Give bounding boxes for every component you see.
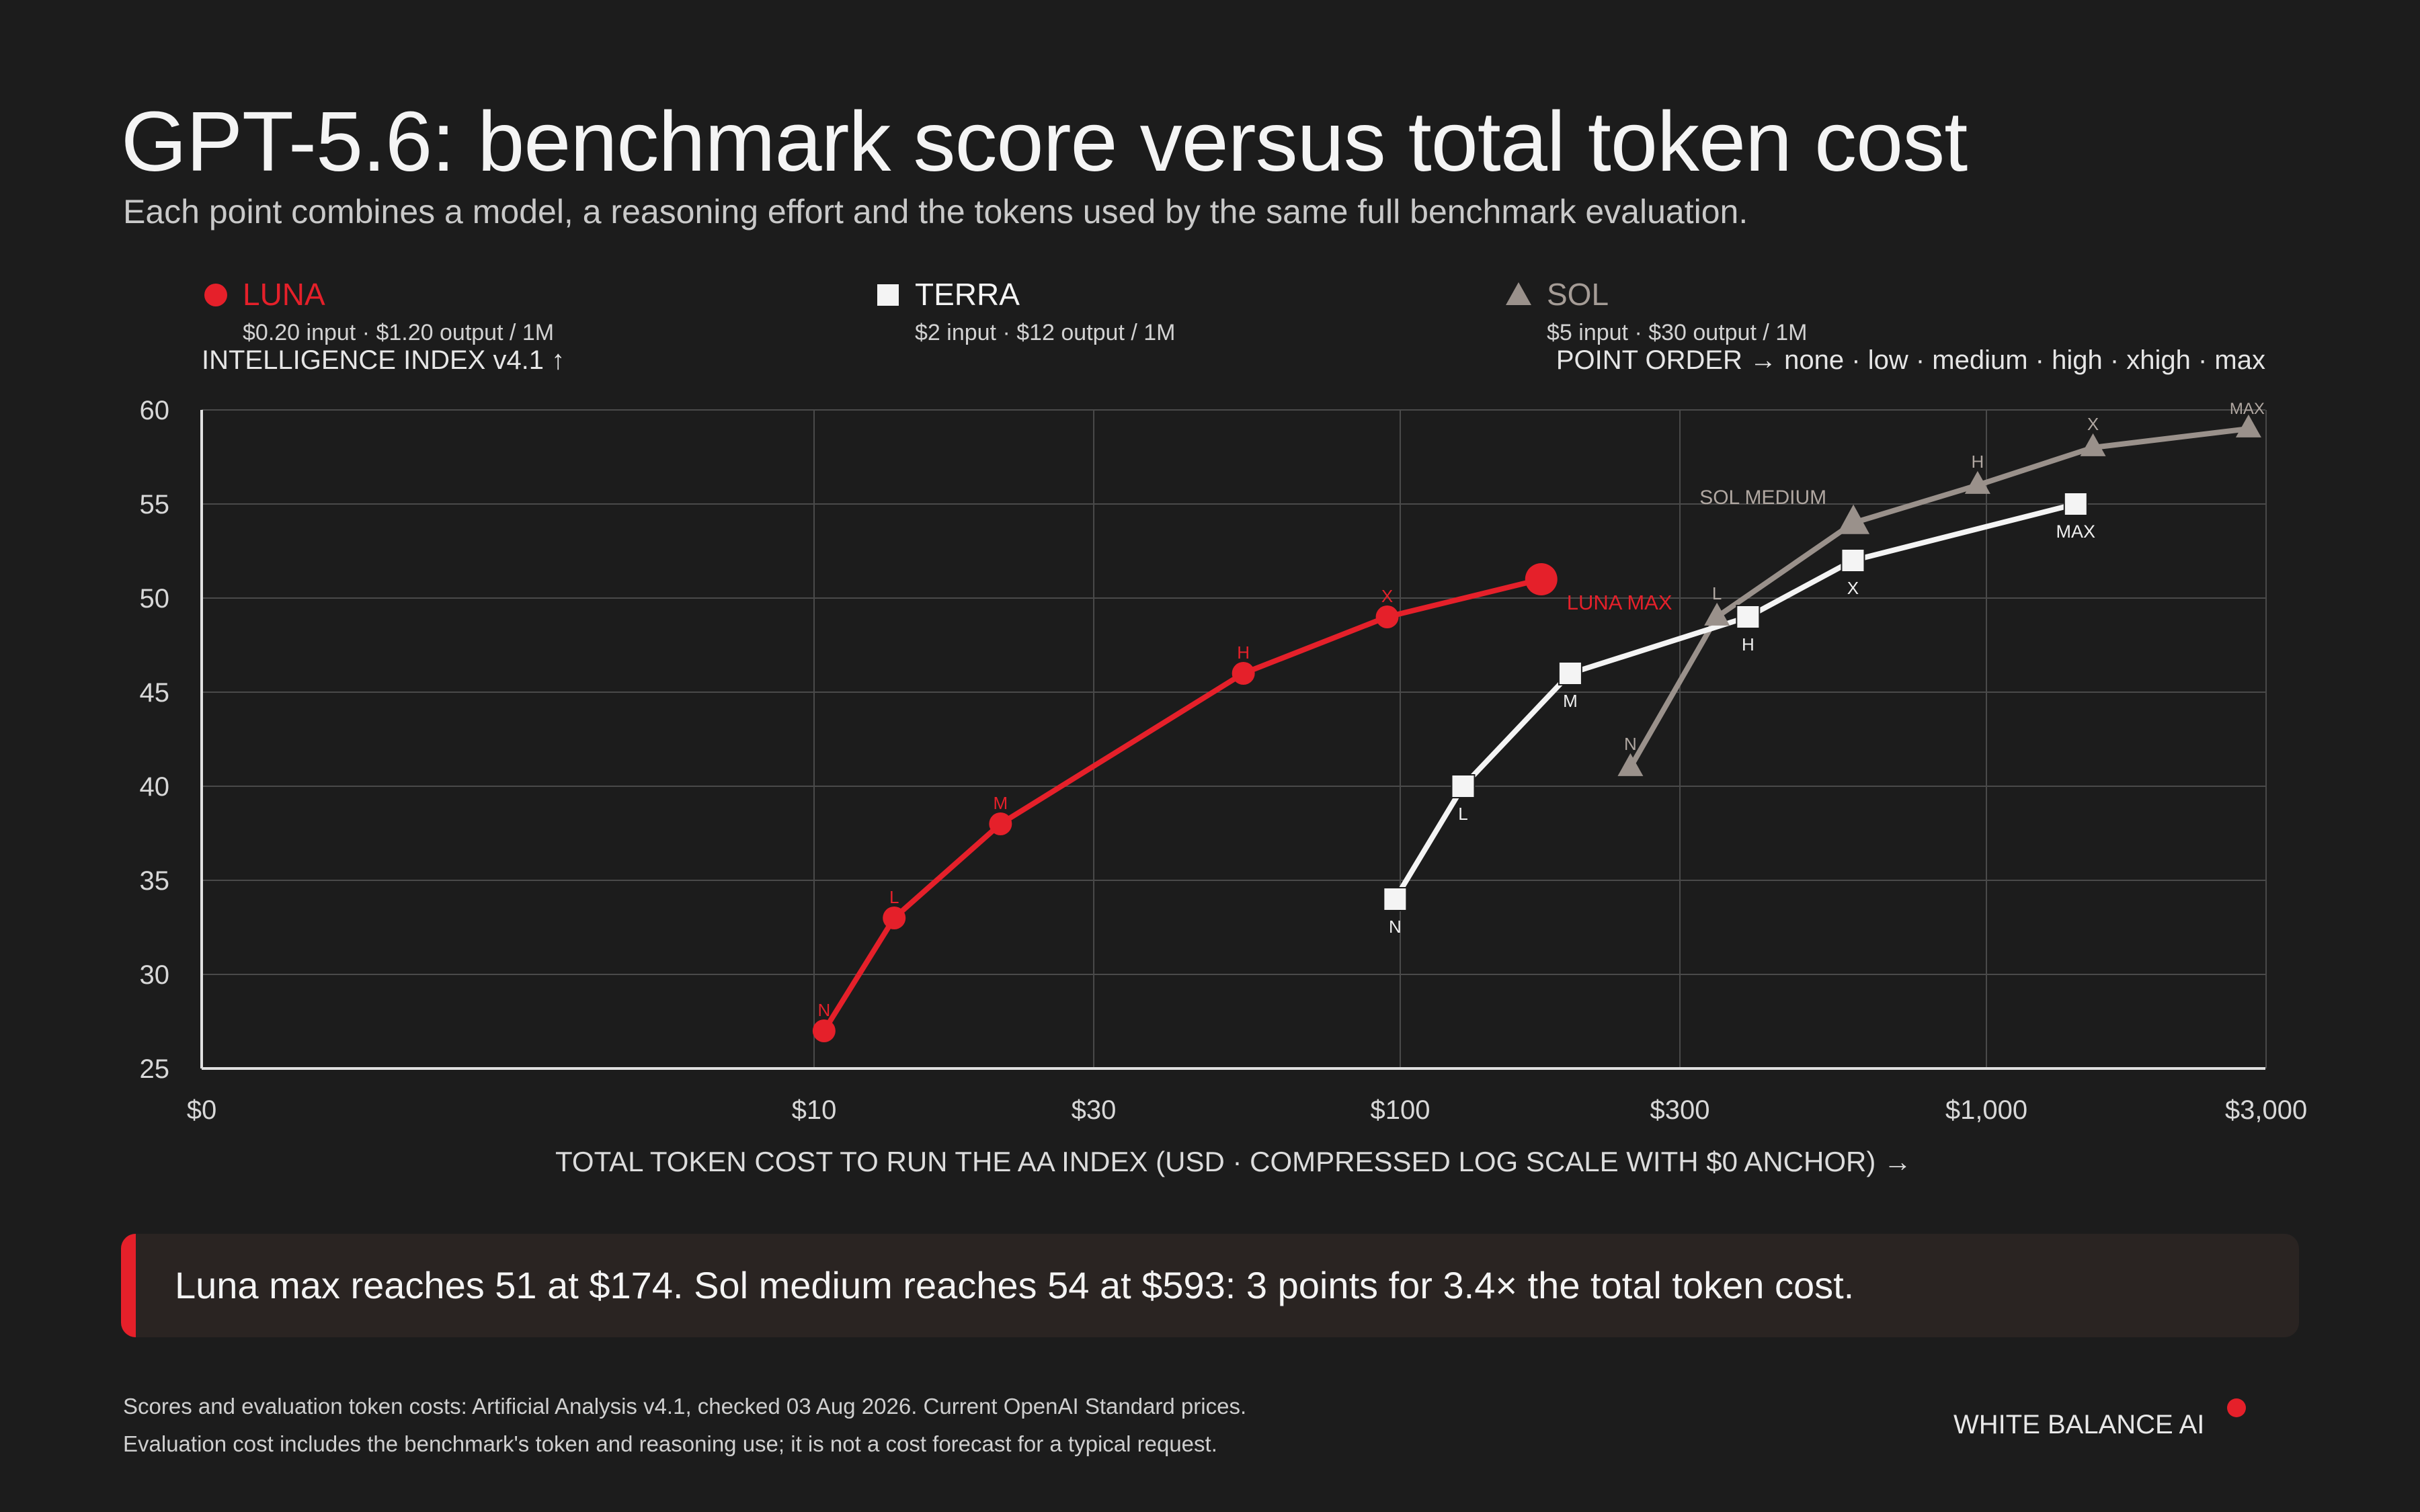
luna-point	[1525, 563, 1558, 595]
page-subtitle: Each point combines a model, a reasoning…	[123, 193, 1748, 230]
x-tick-label: $30	[1072, 1095, 1117, 1125]
terra-point	[1736, 605, 1761, 629]
point-label: L	[1712, 583, 1722, 603]
y-tick-label: 30	[140, 960, 170, 990]
series-line-luna	[821, 577, 1544, 1034]
point-label: LUNA MAX	[1567, 591, 1672, 614]
point-label: M	[1563, 691, 1578, 711]
point-label: X	[1381, 586, 1393, 606]
brand-dot-icon	[2227, 1398, 2246, 1417]
legend-label: SOL	[1547, 277, 1609, 312]
luna-point	[883, 907, 906, 929]
callout-text: Luna max reaches 51 at $174. Sol medium …	[175, 1264, 1855, 1306]
x-tick-label: $1,000	[1945, 1095, 2027, 1125]
y-tick-label: 35	[140, 866, 170, 896]
page-title: GPT-5.6: benchmark score versus total to…	[121, 94, 1968, 189]
y-tick-label: 25	[140, 1054, 170, 1084]
point-label: M	[994, 793, 1008, 813]
legend-label: LUNA	[243, 277, 325, 312]
y-tick-label: 40	[140, 772, 170, 802]
point-order-caption: POINT ORDER → none · low · medium · high…	[1556, 345, 2265, 375]
y-tick-label: 50	[140, 584, 170, 614]
source-note: Scores and evaluation token costs: Artif…	[123, 1394, 1247, 1419]
terra-point	[1841, 548, 1865, 573]
x-tick-label: $0	[187, 1095, 217, 1125]
point-label: X	[2087, 414, 2099, 434]
key-finding-callout: Luna max reaches 51 at $174. Sol medium …	[121, 1234, 2299, 1337]
luna-point	[989, 812, 1012, 835]
series-line-sol	[1627, 426, 2251, 770]
sol-point	[1704, 602, 1730, 626]
sol-point	[1617, 753, 1644, 776]
y-tick-label: 60	[140, 396, 170, 425]
x-tick-label: $10	[792, 1095, 837, 1125]
point-label: SOL MEDIUM	[1699, 487, 1826, 509]
point-label: N	[1624, 734, 1637, 754]
legend-item-terra: TERRA $2 input · $12 output / 1M	[915, 276, 1175, 346]
series-line-terra	[1392, 501, 2079, 902]
point-label: MAX	[2230, 400, 2265, 418]
point-label: H	[1742, 634, 1755, 655]
terra-point	[1383, 887, 1408, 911]
x-axis-title: TOTAL TOKEN COST TO RUN THE AA INDEX (US…	[555, 1146, 1912, 1177]
legend-item-sol: SOL $5 input · $30 output / 1M	[1547, 276, 1807, 346]
point-label: X	[1847, 578, 1859, 598]
legend-square-icon	[877, 284, 899, 306]
point-label: L	[1458, 804, 1467, 824]
legend-circle-icon	[204, 284, 227, 306]
sol-point	[1964, 470, 1990, 494]
sol-point	[2235, 414, 2261, 437]
legend-price: $5 input · $30 output / 1M	[1547, 320, 1808, 345]
x-tick-label: $300	[1650, 1095, 1710, 1125]
cost-note: Evaluation cost includes the benchmark's…	[123, 1431, 1217, 1456]
legend-triangle-icon	[1506, 282, 1531, 305]
brand-name: WHITE BALANCE AI	[1953, 1410, 2205, 1439]
point-label: H	[1972, 452, 1984, 472]
terra-point	[2063, 492, 2088, 516]
point-label: MAX	[2056, 521, 2096, 542]
point-label: N	[817, 1000, 830, 1020]
legend-label: TERRA	[915, 277, 1020, 312]
y-tick-label: 45	[140, 678, 170, 708]
luna-point	[1232, 662, 1255, 685]
luna-point	[1375, 605, 1399, 628]
y-tick-label: 55	[140, 490, 170, 519]
callout-accent-bar	[121, 1234, 136, 1337]
point-label: N	[1389, 917, 1402, 937]
point-label: L	[889, 887, 899, 907]
legend-item-luna: LUNA $0.20 input · $1.20 output / 1M	[243, 276, 554, 346]
sol-point	[1837, 504, 1870, 534]
legend-price: $0.20 input · $1.20 output / 1M	[243, 320, 555, 345]
terra-point	[1451, 774, 1476, 798]
legend-price: $2 input · $12 output / 1M	[915, 320, 1176, 345]
luna-point	[812, 1019, 836, 1042]
terra-point	[1558, 661, 1582, 685]
x-tick-label: $3,000	[2225, 1095, 2307, 1125]
sol-point	[2080, 433, 2106, 456]
y-axis-caption: INTELLIGENCE INDEX v4.1 ↑	[202, 345, 565, 375]
x-tick-label: $100	[1371, 1095, 1430, 1125]
point-label: H	[1237, 642, 1250, 663]
